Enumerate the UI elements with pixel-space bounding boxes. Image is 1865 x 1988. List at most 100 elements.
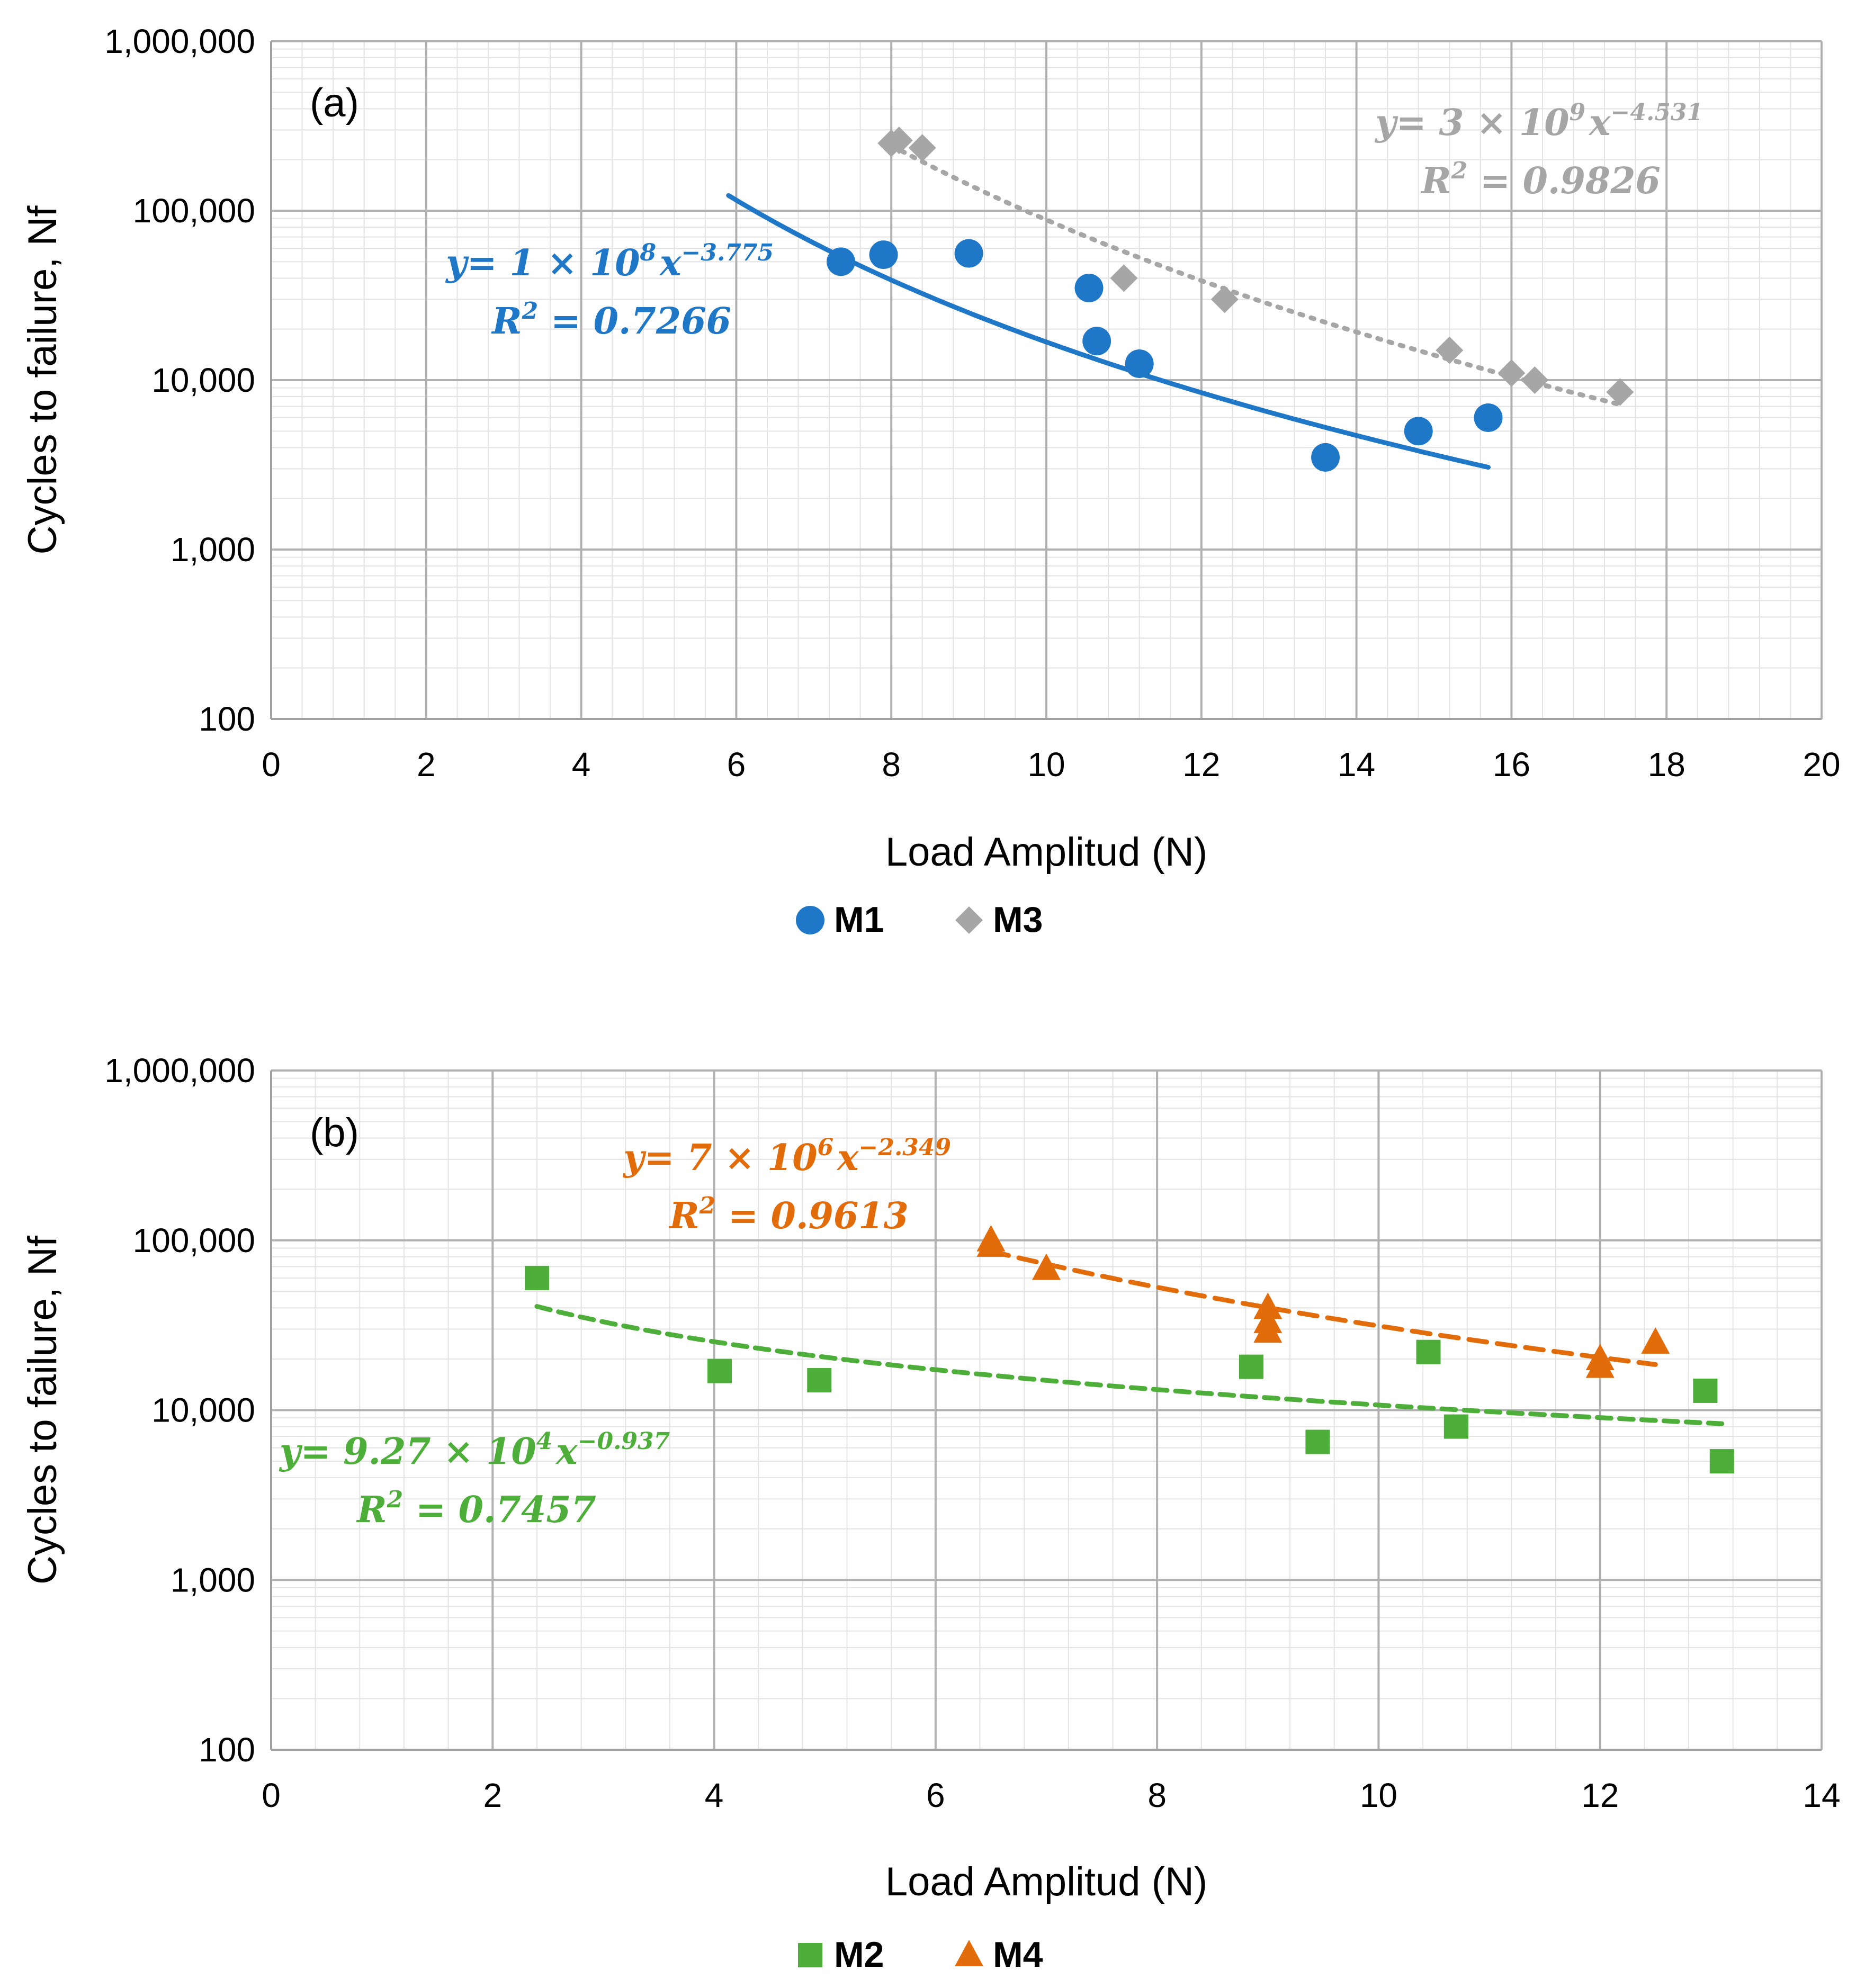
legend-marker-m1 <box>796 906 824 934</box>
data-point-m3 <box>1110 264 1138 292</box>
x-tick-label: 4 <box>572 745 591 784</box>
data-point-m2 <box>524 1265 549 1290</box>
r2-sup: 2 <box>1451 157 1468 184</box>
equation-spacer <box>951 1137 955 1179</box>
x-tick-label: 0 <box>262 1776 281 1814</box>
legend-label-m4: M4 <box>993 1935 1043 1975</box>
y-tick-label: 10,000 <box>151 1391 255 1429</box>
data-point-m1 <box>1125 349 1154 378</box>
r2-value: = 0.7457 <box>403 1489 596 1531</box>
x-axis-title: Load Amplitud (N) <box>885 830 1207 875</box>
r2-label: R <box>356 1489 387 1531</box>
equation-part: −3.775 <box>681 239 774 266</box>
y-tick-label: 10,000 <box>151 361 255 399</box>
r2-m2: R2 = 0.7457 <box>356 1486 596 1531</box>
legend-label-m1: M1 <box>834 899 884 940</box>
legend: M2 M4 <box>798 1935 1043 1975</box>
data-point-m4 <box>1253 1292 1283 1319</box>
x-tick-label: 8 <box>1147 1776 1167 1814</box>
data-point-m3 <box>1211 285 1239 313</box>
x-tick-label: 20 <box>1803 745 1840 784</box>
y-tick-label: 1,000,000 <box>104 1051 255 1090</box>
equation-part: x <box>1588 102 1611 144</box>
x-tick-label: 10 <box>1360 1776 1397 1814</box>
equation-part: 4 <box>536 1428 553 1455</box>
x-tick-label: 12 <box>1182 745 1220 784</box>
equation-part: = 9.27 × 10 <box>300 1431 536 1473</box>
data-point-m2 <box>807 1368 832 1393</box>
data-point-m4 <box>1585 1351 1615 1378</box>
equation-m3: y= 3 × 109 x−4.531 <box>1374 99 1707 144</box>
trendline-m4 <box>988 1248 1658 1367</box>
y-tick-label: 100,000 <box>133 1221 255 1260</box>
data-point-m2 <box>1709 1449 1734 1474</box>
x-tick-label: 12 <box>1581 1776 1619 1814</box>
equation-part: y <box>279 1431 303 1473</box>
data-point-m1 <box>954 239 983 268</box>
equation-spacer <box>1703 102 1707 144</box>
data-point-m2 <box>1443 1414 1468 1439</box>
r2-m3: R2 = 0.9826 <box>1420 157 1661 202</box>
equation-spacer <box>774 242 777 284</box>
x-axis-title: Load Amplitud (N) <box>885 1859 1207 1904</box>
data-point-m4 <box>1032 1253 1061 1280</box>
y-tick-label: 1,000 <box>171 530 255 569</box>
equation-part: −2.349 <box>858 1134 951 1161</box>
equation-part: 6 <box>818 1134 834 1161</box>
x-tick-label: 10 <box>1027 745 1065 784</box>
data-point-m1 <box>1474 403 1503 432</box>
equation-spacer <box>833 1137 837 1179</box>
equation-part: y <box>1374 102 1398 144</box>
trendline-m2 <box>534 1304 1725 1426</box>
data-point-m4 <box>1253 1316 1283 1343</box>
equation-part: = 1 × 10 <box>467 242 640 284</box>
y-tick-label: 100 <box>199 700 255 738</box>
panel-label: (a) <box>310 80 359 125</box>
x-tick-label: 2 <box>417 745 436 784</box>
legend: M1 M3 <box>796 899 1043 940</box>
equation-spacer <box>656 242 660 284</box>
chart-panel-0: 0 2 4 6 8 10 12 14 16 18 20 100 1,000 10,000 100,000 1,… <box>20 22 1841 940</box>
equation-part: 9 <box>1570 99 1586 126</box>
equation-part: y <box>445 242 469 284</box>
x-tick-label: 6 <box>926 1776 945 1814</box>
equation-spacer <box>552 1431 556 1473</box>
r2-label: R <box>668 1195 700 1237</box>
equation-spacer <box>670 1431 674 1473</box>
equation-m2: y= 9.27 × 104 x−0.937 <box>279 1428 674 1473</box>
x-tick-label: 18 <box>1648 745 1685 784</box>
data-point-m1 <box>869 240 898 269</box>
x-tick-label: 0 <box>262 745 281 784</box>
y-tick-label: 100,000 <box>133 192 255 230</box>
x-tick-label: 6 <box>727 745 746 784</box>
data-point-m3 <box>1606 378 1634 406</box>
r2-label: R <box>491 300 522 343</box>
equation-part: = 7 × 10 <box>644 1137 818 1179</box>
equation-m4: y= 7 × 106 x−2.349 <box>622 1134 955 1179</box>
equation-part: x <box>836 1137 859 1179</box>
equation-part: 8 <box>640 239 657 266</box>
r2-m1: R2 = 0.7266 <box>491 298 731 343</box>
r2-value: = 0.9613 <box>715 1195 909 1237</box>
data-point-m3 <box>1436 336 1464 364</box>
r2-m4: R2 = 0.9613 <box>668 1192 909 1237</box>
y-tick-label: 100 <box>199 1731 255 1769</box>
trendline-m3 <box>889 143 1622 407</box>
equation-m1: y= 1 × 108 x−3.775 <box>445 239 777 284</box>
panel-label: (b) <box>310 1110 359 1155</box>
equation-spacer <box>1585 102 1589 144</box>
data-point-m3 <box>885 127 913 155</box>
equation-part: −0.937 <box>578 1428 670 1455</box>
x-tick-label: 14 <box>1338 745 1375 784</box>
r2-sup: 2 <box>387 1486 404 1513</box>
r2-value: = 0.7266 <box>538 300 731 343</box>
equation-part: x <box>555 1431 578 1473</box>
data-point-m1 <box>1082 327 1111 356</box>
x-tick-label: 8 <box>882 745 901 784</box>
equation-part: y <box>622 1137 647 1179</box>
equation-part: −4.531 <box>1610 99 1703 126</box>
chart-panel-1: 0 2 4 6 8 10 12 14 100 1,000 10,000 100,000 1,000,00… <box>20 1051 1841 1975</box>
equation-part: = 3 × 10 <box>1396 102 1570 144</box>
equation-part: x <box>659 242 682 284</box>
